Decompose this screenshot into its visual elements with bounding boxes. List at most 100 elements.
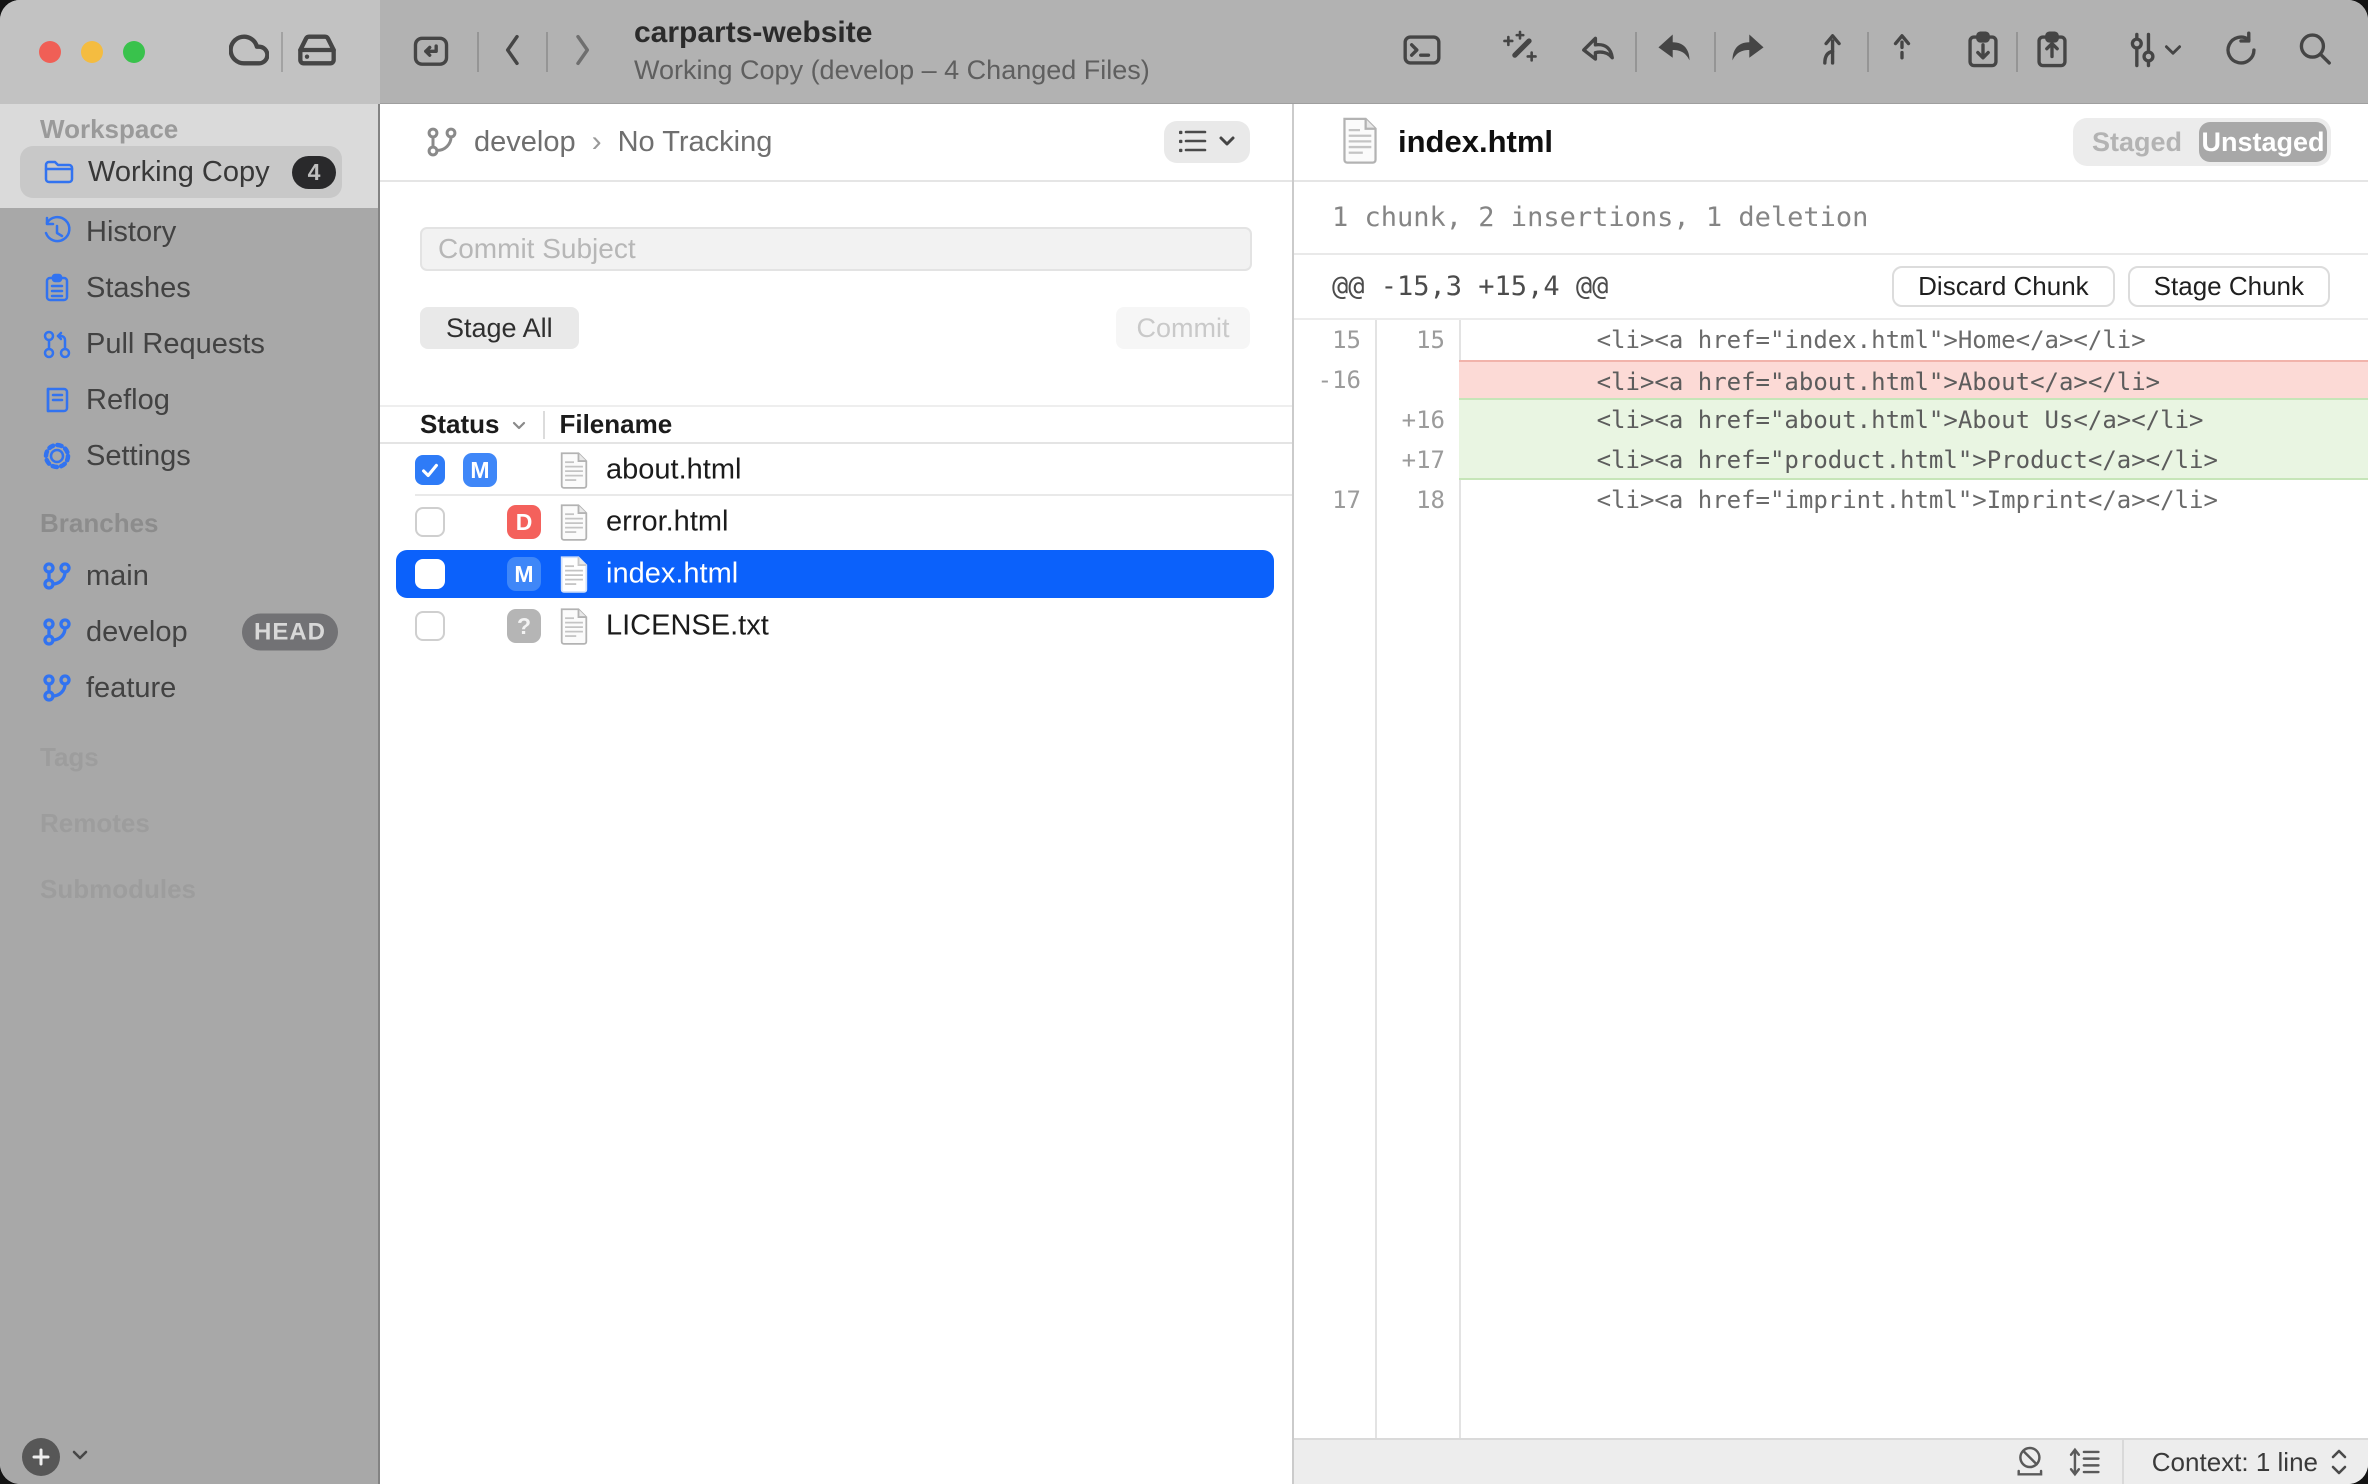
diff-line-insertion[interactable]: +17 <li><a href="product.html">Product</… [1294,440,2368,480]
code-text: <li><a href="index.html">Home</a></li> [1481,326,2146,354]
breadcrumb-tracking[interactable]: No Tracking [617,125,773,158]
status-column-header[interactable]: Status [420,409,500,439]
file-icon [558,555,590,593]
undo-icon [1652,28,1696,77]
refresh-button[interactable] [2219,30,2263,74]
zoom-button[interactable] [123,41,145,63]
sidebar-item-branch-feature[interactable]: feature [0,660,380,716]
list-icon [1177,128,1209,157]
terminal-button[interactable] [1400,30,1444,74]
rebase-button[interactable] [1880,30,1924,74]
sidebar-section-submodules[interactable]: Submodules [40,874,197,904]
titlebar: carparts-website Working Copy (develop –… [0,0,2368,104]
staged-unstaged-segmented-control: Staged Unstaged [2073,118,2331,166]
stash-clipboard-down-icon [1961,28,2005,77]
sidebar-item-history[interactable]: History [0,204,380,260]
selection-highlight [396,550,1274,598]
sidebar-item-working-copy[interactable]: Working Copy 4 [20,146,342,198]
stage-checkbox[interactable] [415,611,445,641]
toolbar-separator [1867,32,1869,72]
commit-subject-input[interactable] [420,227,1252,271]
code-text: <li><a href="about.html">About Us</a></l… [1459,400,2368,440]
head-badge: HEAD [242,613,338,651]
file-row-index[interactable]: M index.html [380,548,1292,600]
diff-line-deletion[interactable]: -16 <li><a href="about.html">About</a></… [1294,360,2368,400]
file-row-about[interactable]: M about.html [380,444,1292,496]
view-options-chevron[interactable] [2160,30,2186,74]
discard-button[interactable] [1576,30,1620,74]
sliders-icon [2120,28,2164,77]
sidebar-item-settings[interactable]: Settings [0,428,380,484]
commit-actions-row: Stage All Commit [420,307,1250,349]
line-spacing-button[interactable] [2066,1443,2104,1481]
chevron-down-icon [70,1445,90,1470]
view-options-button[interactable] [2120,30,2164,74]
titlebar-separator [477,32,479,72]
search-button[interactable] [2293,30,2337,74]
breadcrumb-branch[interactable]: develop [474,125,576,158]
merge-icon [1808,28,1852,77]
titlebar-sidebar-area [0,0,380,104]
list-view-options-button[interactable] [1164,121,1250,163]
file-row-error[interactable]: D error.html [380,496,1292,548]
pop-stash-button[interactable] [2030,30,2074,74]
discard-chunk-button[interactable]: Discard Chunk [1892,266,2115,307]
stage-chunk-button[interactable]: Stage Chunk [2127,266,2330,307]
file-name: LICENSE.txt [606,609,769,642]
toolbar-separator [1635,32,1637,72]
file-name: about.html [606,453,742,486]
new-line-number [1375,360,1459,400]
redo-icon [1726,28,1770,77]
sidebar-item-reflog[interactable]: Reflog [0,372,380,428]
status-badge-deleted: D [507,505,541,539]
forward-button[interactable] [566,30,598,74]
stash-button[interactable] [1961,30,2005,74]
sidebar-item-branch-main[interactable]: main [0,548,380,604]
file-row-license[interactable]: ? LICENSE.txt [380,600,1292,652]
stage-checkbox[interactable] [415,559,445,589]
diff-code-area[interactable]: 15 15 <li><a href="index.html">Home</a><… [1294,320,2368,1438]
new-line-number: 18 [1416,486,1445,514]
minimize-button[interactable] [81,41,103,63]
column-divider[interactable] [543,410,546,439]
stage-checkbox[interactable] [415,455,445,485]
undo-button[interactable] [1652,30,1696,74]
sidebar-item-branch-develop[interactable]: develop HEAD [0,604,380,660]
quick-actions-button[interactable] [1498,30,1542,74]
window-title-block: carparts-website Working Copy (develop –… [634,16,1150,85]
refresh-icon [2219,28,2263,77]
old-line-number: 15 [1332,326,1361,354]
diff-line-insertion[interactable]: +16 <li><a href="about.html">About Us</a… [1294,400,2368,440]
sidebar-item-label: History [86,215,177,248]
diff-file-header: index.html Staged Unstaged [1294,104,2368,182]
changed-files-count-badge: 4 [292,155,336,189]
old-line-number [1294,400,1375,440]
diff-line-context[interactable]: 15 15 <li><a href="index.html">Home</a><… [1294,320,2368,360]
tab-unstaged[interactable]: Unstaged [2199,122,2327,162]
chevron-down-icon[interactable] [509,415,529,435]
commit-button[interactable]: Commit [1116,307,1250,349]
ignore-whitespace-button[interactable] [2012,1443,2050,1481]
filename-column-header[interactable]: Filename [559,409,673,439]
open-repository-button[interactable] [409,30,453,74]
add-repository-button[interactable] [22,1438,90,1476]
close-button[interactable] [39,41,61,63]
stage-all-button[interactable]: Stage All [420,307,579,349]
cloud-repositories-button[interactable] [227,30,271,74]
sidebar-item-stashes[interactable]: Stashes [0,260,380,316]
diff-line-context[interactable]: 17 18 <li><a href="imprint.html">Imprint… [1294,480,2368,520]
toolbar-separator [2016,32,2018,72]
redo-button[interactable] [1726,30,1770,74]
context-stepper[interactable] [2328,1446,2350,1478]
sidebar-section-workspace: Workspace [40,114,179,144]
local-repositories-button[interactable] [295,30,339,74]
sidebar-section-remotes[interactable]: Remotes [40,808,150,838]
sidebar-section-tags[interactable]: Tags [40,742,99,772]
back-button[interactable] [497,30,529,74]
stage-checkbox[interactable] [415,507,445,537]
old-line-number: 17 [1332,486,1361,514]
tab-staged[interactable]: Staged [2091,126,2183,157]
sidebar-item-pull-requests[interactable]: Pull Requests [0,316,380,372]
merge-button[interactable] [1808,30,1852,74]
